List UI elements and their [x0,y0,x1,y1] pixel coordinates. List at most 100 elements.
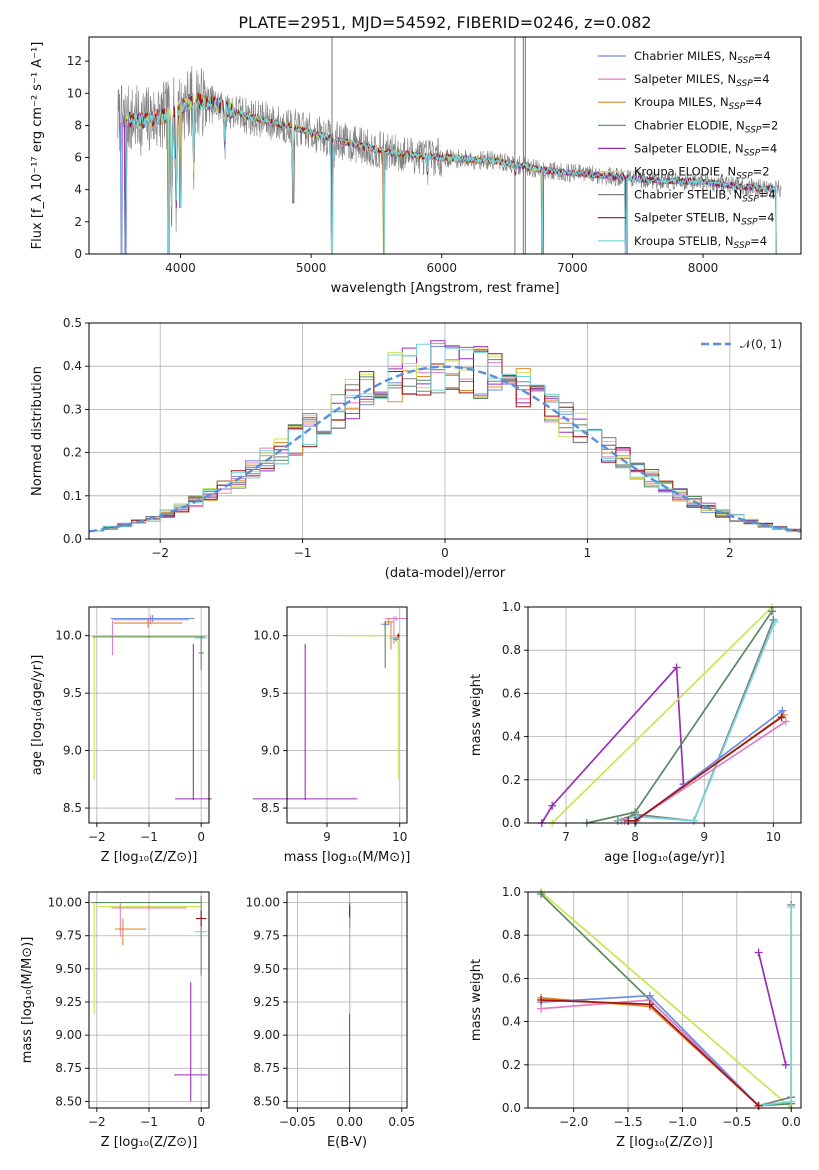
axes-frame [88,36,802,255]
histogram-kroupa-stelib [88,343,801,539]
y-tick-label: 9.75 [55,929,82,943]
y-tick-label: 9.50 [55,962,82,976]
plot-area [537,888,796,1112]
weight-marker [781,1060,790,1069]
y-tick-label: 9.00 [55,1028,82,1042]
y-axis-label: Flux [f_λ 10⁻¹⁷ erg cm⁻² s⁻¹ A⁻¹] [30,42,45,250]
plot-area [91,895,208,1102]
x-tick-label: 8000 [688,261,719,275]
plot-area [252,616,407,801]
legend-entry: Kroupa ELODIE, NSSP=2 [634,165,770,182]
y-tick-label: 8.50 [253,1094,280,1108]
y-tick-label: 0.1 [63,489,82,503]
x-tick-label: −1 [140,830,158,844]
legend-entry-count: =4 [759,188,776,202]
x-tick-label: 5000 [296,261,327,275]
y-tick-label: 9.5 [261,686,280,700]
x-tick-label: 10 [392,830,407,844]
x-tick-label: −0.5 [722,1115,751,1129]
x-axis-label: Z [log₁₀(Z/Z⊙)] [101,850,198,865]
weight-marker [754,1101,763,1110]
legend-entry-count: =4 [750,234,767,248]
y-tick-label: 10.00 [246,896,280,910]
weight-marker [754,948,763,957]
x-tick-label: 0 [197,1115,205,1129]
weight-marker [767,607,776,616]
spectrum-title: PLATE=2951, MJD=54592, FIBERID=0246, z=0… [238,13,651,32]
weight-marker [787,903,796,912]
y-tick-label: 0.4 [63,359,82,373]
legend-entry-count: =4 [753,72,770,86]
legend-entry-name: Chabrier STELIB, N [634,188,742,202]
x-tick-label: −0.05 [279,1115,316,1129]
weight-marker [781,717,790,726]
x-tick-label: −2 [88,830,106,844]
legend-entry-count: =2 [761,118,778,132]
x-tick-label: 6000 [426,261,457,275]
axes-frame [527,891,802,1109]
panel-mass-vs-extinction: −0.05 0.00 0.05 8.50 8.75 9.00 9.25 9.50 9.75 10.… [246,891,415,1150]
y-tick-label: 0.0 [502,1101,521,1115]
y-tick-label: 0.8 [502,643,521,657]
y-tick-label: 9.5 [63,686,82,700]
legend-entry: Chabrier MILES, NSSP=4 [634,49,771,66]
x-tick-label: 8 [631,830,639,844]
legend-entry: 𝒩(0, 1) [740,337,782,351]
y-tick-label: 0.2 [63,446,82,460]
legend-entry-name: Kroupa MILES, N [634,95,729,109]
y-axis-label: Normed distribution [30,366,45,496]
x-axis-label: Z [log₁₀(Z/Z⊙)] [616,1135,713,1150]
x-tick-label: −1.0 [668,1115,697,1129]
y-axis-label: mass [log₁₀(M/M⊙)] [20,937,35,1064]
y-tick-label: 0.3 [63,402,82,416]
legend-entry: Salpeter MILES, NSSP=4 [634,72,770,89]
y-tick-label: 0.6 [502,686,521,700]
spectrum-legend: Chabrier MILES, NSSP=4 Salpeter MILES, NS… [598,49,778,251]
x-tick-label: −1 [294,546,312,560]
plot-area [92,615,212,801]
y-tick-label: 8.5 [63,801,82,815]
x-tick-label: 0 [441,546,449,560]
x-axis-label: mass [log₁₀(M/M⊙)] [284,850,411,865]
x-tick-label: 9 [700,830,708,844]
model-fit-line-kroupa-stelib [125,94,777,254]
x-tick-label: 4000 [165,261,196,275]
legend-entry-name: Kroupa ELODIE, N [634,165,736,179]
y-tick-label: 10.00 [48,896,82,910]
panel-weight-vs-metallicity: −2.0 −1.5 −1.0 −0.5 0.0 0.0 0.2 0.4 0.6 0.8 1.0 Z [… [469,885,802,1150]
x-axis-label: Z [log₁₀(Z/Z⊙)] [101,1135,198,1150]
legend-entry-count: =4 [760,141,777,155]
y-tick-label: 8.75 [253,1061,280,1075]
legend-entry-subscript: SSP [742,195,759,205]
axes-frame [286,891,408,1109]
legend-entry-subscript: SSP [736,172,753,182]
x-axis-label: E(B-V) [327,1135,367,1150]
x-tick-label: 1 [584,546,592,560]
y-tick-label: 0 [74,247,82,261]
legend-entry-subscript: SSP [737,56,754,66]
x-tick-label: 7000 [557,261,588,275]
y-tick-label: 1.0 [502,885,521,899]
x-tick-label: −1 [140,1115,158,1129]
y-tick-label: 8.5 [261,801,280,815]
plot-area [117,37,782,254]
x-axis-label: wavelength [Angstrom, rest frame] [331,281,560,296]
axes-frame [88,891,210,1109]
panel-age-vs-metallicity: −2 −1 0 8.5 9.0 9.5 10.0 Z [log₁₀(Z/Z⊙)] age [lo… [30,606,212,865]
x-tick-label: 10 [766,830,781,844]
y-tick-label: 8.50 [55,1094,82,1108]
y-tick-label: 9.0 [261,744,280,758]
legend-entry-name: Salpeter STELIB, N [634,211,741,225]
y-tick-label: 0.0 [502,816,521,830]
y-tick-label: 0.5 [63,316,82,330]
normal-distribution-curve [88,365,802,533]
legend-entry-name: Chabrier ELODIE, N [634,118,745,132]
y-tick-label: 2 [74,215,82,229]
legend-entry: Salpeter STELIB, NSSP=4 [634,211,775,228]
x-axis-label: age [log₁₀(age/yr)] [604,850,725,865]
legend-entry-count: =4 [754,49,771,63]
axes-frame [286,606,408,824]
weight-marker [777,713,786,722]
y-tick-label: 9.0 [63,744,82,758]
